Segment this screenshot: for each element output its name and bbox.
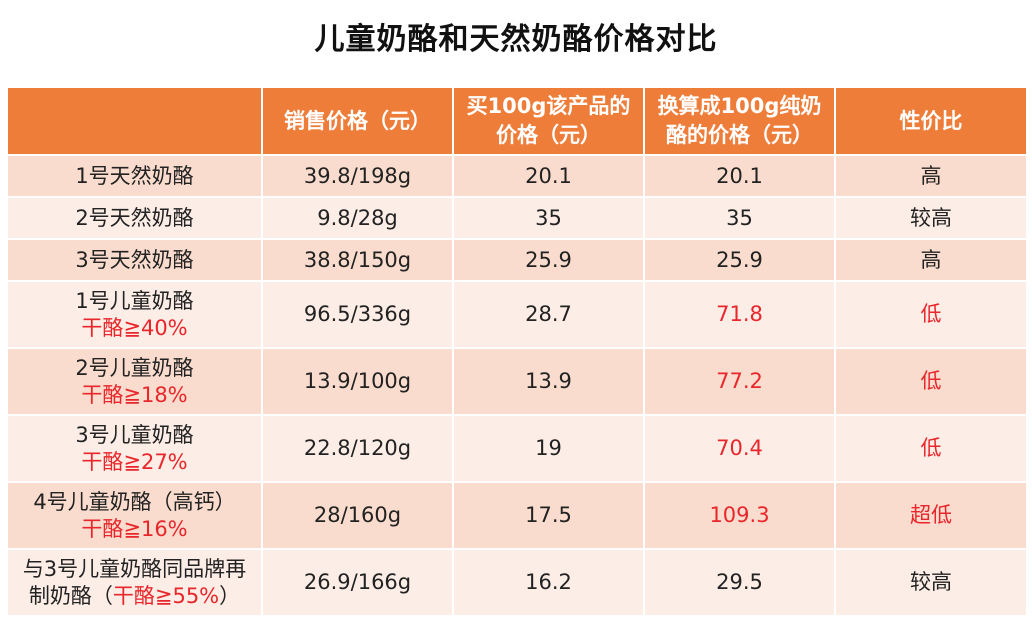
page-title: 儿童奶酪和天然奶酪价格对比	[314, 22, 718, 57]
product-name-cell: 与3号儿童奶酪同品牌再 制奶酪（干酪≧55%）	[6, 548, 263, 617]
sale-price: 28/160g	[261, 481, 454, 550]
price-per-100g: 28.7	[452, 280, 645, 349]
pure-cheese-price: 25.9	[643, 238, 836, 282]
price-per-100g: 13.9	[452, 347, 645, 416]
product-name-line2: 制奶酪（	[28, 583, 113, 608]
value-rating: 高	[834, 154, 1028, 198]
dry-cheese-content: 干酪≧40%	[81, 315, 188, 340]
dry-cheese-content: 干酪≧55%	[112, 583, 220, 608]
header-pure-cheese-price-line2: 酪的价格（元）	[666, 123, 813, 147]
price-per-100g: 25.9	[452, 238, 645, 282]
product-name: 1号天然奶酪	[6, 154, 263, 198]
sale-price: 96.5/336g	[261, 280, 454, 349]
product-name: 1号儿童奶酪	[75, 288, 194, 313]
sale-price: 13.9/100g	[261, 347, 454, 416]
product-name-cell: 4号儿童奶酪（高钙） 干酪≧16%	[6, 481, 263, 550]
sale-price: 26.9/166g	[261, 548, 454, 617]
product-name: 与3号儿童奶酪同品牌再	[22, 556, 247, 581]
product-name: 3号儿童奶酪	[75, 422, 194, 447]
header-price-per-100g-line2: 价格（元）	[496, 123, 601, 147]
product-name-cell: 1号儿童奶酪 干酪≧40%	[6, 280, 263, 349]
pure-cheese-price: 109.3	[643, 481, 836, 550]
dry-cheese-content: 干酪≧16%	[81, 516, 188, 541]
header-sale-price: 销售价格（元）	[261, 86, 454, 156]
dry-cheese-content: 干酪≧18%	[81, 382, 188, 407]
price-per-100g: 19	[452, 414, 645, 483]
table-row: 1号儿童奶酪 干酪≧40% 96.5/336g 28.7 71.8 低	[6, 280, 1028, 349]
header-row: 销售价格（元） 买100g该产品的 价格（元） 换算成100g纯奶 酪的价格（元…	[6, 86, 1028, 156]
pure-cheese-price: 71.8	[643, 280, 836, 349]
sale-price: 9.8/28g	[261, 196, 454, 240]
product-name: 3号天然奶酪	[6, 238, 263, 282]
value-rating: 高	[834, 238, 1028, 282]
price-per-100g: 35	[452, 196, 645, 240]
price-per-100g: 20.1	[452, 154, 645, 198]
product-name: 2号儿童奶酪	[75, 355, 194, 380]
table-row: 2号天然奶酪 9.8/28g 35 35 较高	[6, 196, 1028, 240]
table-row: 2号儿童奶酪 干酪≧18% 13.9/100g 13.9 77.2 低	[6, 347, 1028, 416]
product-name: 4号儿童奶酪（高钙）	[33, 489, 236, 514]
pure-cheese-price: 35	[643, 196, 836, 240]
table-row: 3号天然奶酪 38.8/150g 25.9 25.9 高	[6, 238, 1028, 282]
sale-price: 39.8/198g	[261, 154, 454, 198]
value-rating: 低	[834, 280, 1028, 349]
pure-cheese-price: 77.2	[643, 347, 836, 416]
pure-cheese-price: 70.4	[643, 414, 836, 483]
product-name-line2-end: ）	[219, 583, 241, 608]
product-name-cell: 3号儿童奶酪 干酪≧27%	[6, 414, 263, 483]
table-row: 1号天然奶酪 39.8/198g 20.1 20.1 高	[6, 154, 1028, 198]
header-value-rating: 性价比	[834, 86, 1028, 156]
product-name: 2号天然奶酪	[6, 196, 263, 240]
pure-cheese-price: 20.1	[643, 154, 836, 198]
header-pure-cheese-price-line1: 换算成100g纯奶	[657, 94, 822, 118]
sale-price: 38.8/150g	[261, 238, 454, 282]
table-row: 与3号儿童奶酪同品牌再 制奶酪（干酪≧55%） 26.9/166g 16.2 2…	[6, 548, 1028, 617]
value-rating: 低	[834, 414, 1028, 483]
product-name-cell: 2号儿童奶酪 干酪≧18%	[6, 347, 263, 416]
header-price-per-100g: 买100g该产品的 价格（元）	[452, 86, 645, 156]
pure-cheese-price: 29.5	[643, 548, 836, 617]
price-per-100g: 16.2	[452, 548, 645, 617]
value-rating: 较高	[834, 196, 1028, 240]
header-price-per-100g-line1: 买100g该产品的	[466, 94, 631, 118]
table-row: 4号儿童奶酪（高钙） 干酪≧16% 28/160g 17.5 109.3 超低	[6, 481, 1028, 550]
price-comparison-table: 销售价格（元） 买100g该产品的 价格（元） 换算成100g纯奶 酪的价格（元…	[6, 86, 1028, 617]
value-rating: 较高	[834, 548, 1028, 617]
price-per-100g: 17.5	[452, 481, 645, 550]
header-product	[6, 86, 263, 156]
value-rating: 低	[834, 347, 1028, 416]
sale-price: 22.8/120g	[261, 414, 454, 483]
value-rating: 超低	[834, 481, 1028, 550]
header-pure-cheese-price: 换算成100g纯奶 酪的价格（元）	[643, 86, 836, 156]
table-row: 3号儿童奶酪 干酪≧27% 22.8/120g 19 70.4 低	[6, 414, 1028, 483]
dry-cheese-content: 干酪≧27%	[81, 449, 188, 474]
